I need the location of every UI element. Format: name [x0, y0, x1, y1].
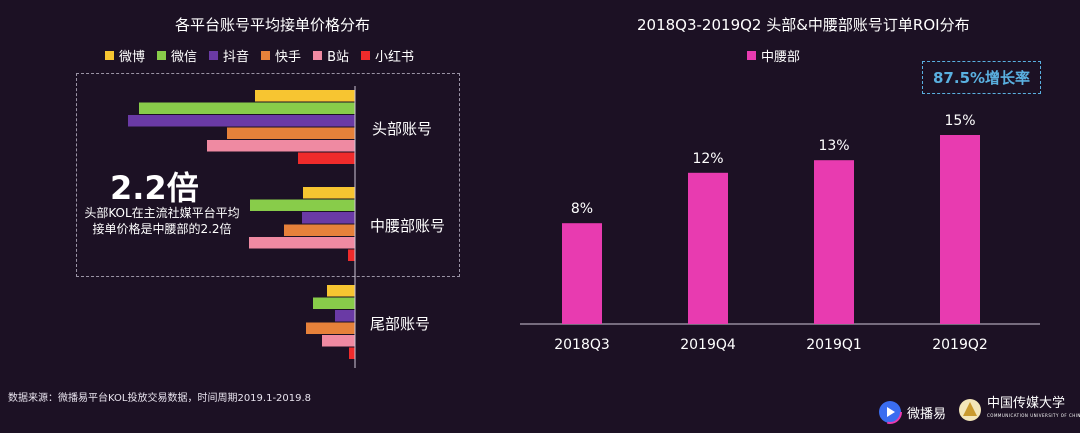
legend-item-midtier: 中腰部 — [747, 46, 800, 65]
highlight-box — [76, 73, 460, 277]
data-label-2019Q1: 13% — [818, 138, 849, 154]
bar-抖音-尾部账号 — [335, 310, 355, 322]
bar-小红书-中腰部账号 — [348, 249, 355, 261]
bar-微博-头部账号 — [255, 90, 355, 102]
legend-item-kuaishou: 快手 — [261, 46, 301, 65]
bar-2019Q2 — [940, 135, 980, 324]
cuc-emblem-icon — [959, 399, 981, 421]
bar-微信-尾部账号 — [313, 297, 355, 309]
tick-label-2018Q3: 2018Q3 — [554, 337, 610, 353]
data-label-2019Q4: 12% — [692, 151, 723, 167]
callout-value: 2.2倍 — [110, 169, 199, 207]
data-label-2019Q2: 15% — [944, 113, 975, 129]
bar-抖音-中腰部账号 — [302, 212, 355, 224]
data-label-2018Q3: 8% — [571, 201, 593, 217]
bar-微博-尾部账号 — [327, 285, 355, 297]
cuc-logo: 中国传媒大学 COMMUNICATION UNIVERSITY OF CHINA — [958, 397, 1080, 422]
bar-2019Q1 — [814, 160, 854, 324]
bar-抖音-头部账号 — [128, 115, 355, 127]
category-label-tail: 尾部账号 — [370, 315, 431, 333]
legend-item-bilibili: B站 — [313, 46, 349, 65]
legend-item-weibo: 微博 — [105, 46, 145, 65]
right-chart-legend: 中腰部 — [747, 46, 800, 65]
tick-label-2019Q1: 2019Q1 — [806, 337, 862, 353]
bar-小红书-头部账号 — [298, 152, 355, 164]
category-label-mid: 中腰部账号 — [370, 217, 446, 235]
tick-label-2019Q4: 2019Q4 — [680, 337, 736, 353]
left-bar-chart — [128, 86, 356, 368]
bar-微信-中腰部账号 — [250, 199, 355, 211]
bar-B站-头部账号 — [207, 140, 355, 152]
left-chart-title: 各平台账号平均接单价格分布 — [175, 16, 371, 34]
bar-微博-中腰部账号 — [303, 187, 355, 199]
category-label-head: 头部账号 — [372, 120, 433, 138]
bar-微信-头部账号 — [139, 102, 355, 114]
weiboyi-logo-icon — [878, 400, 902, 424]
data-source-note: 数据来源：微播易平台KOL投放交易数据，时间周期2019.1-2019.8 — [8, 393, 312, 404]
bar-B站-中腰部账号 — [249, 237, 355, 249]
weiboyi-logo: 微播易 — [878, 400, 946, 424]
right-bar-chart: 8% 2018Q3 12% 2019Q4 13% 2019Q1 15% 2019Q2 — [520, 113, 1040, 353]
bar-小红书-尾部账号 — [349, 347, 355, 359]
tick-label-2019Q2: 2019Q2 — [932, 337, 988, 353]
bar-B站-尾部账号 — [322, 335, 355, 347]
bar-快手-头部账号 — [227, 127, 355, 139]
legend-item-xiaohongshu: 小红书 — [360, 46, 414, 65]
right-chart-title: 2018Q3-2019Q2 头部&中腰部账号订单ROI分布 — [637, 16, 970, 34]
bar-2019Q4 — [688, 172, 728, 324]
bar-快手-尾部账号 — [306, 322, 355, 334]
legend-item-weixin: 微信 — [157, 46, 197, 65]
left-chart-legend: 微博 微信 抖音 快手 B站 小红书 — [105, 46, 414, 65]
callout-text: 头部KOL在主流社媒平台平均接单价格是中腰部的2.2倍 — [84, 206, 240, 236]
growth-badge: 87.5%增长率 — [922, 61, 1042, 94]
bar-2018Q3 — [562, 223, 602, 324]
bar-快手-中腰部账号 — [284, 224, 355, 236]
legend-item-douyin: 抖音 — [209, 46, 249, 65]
